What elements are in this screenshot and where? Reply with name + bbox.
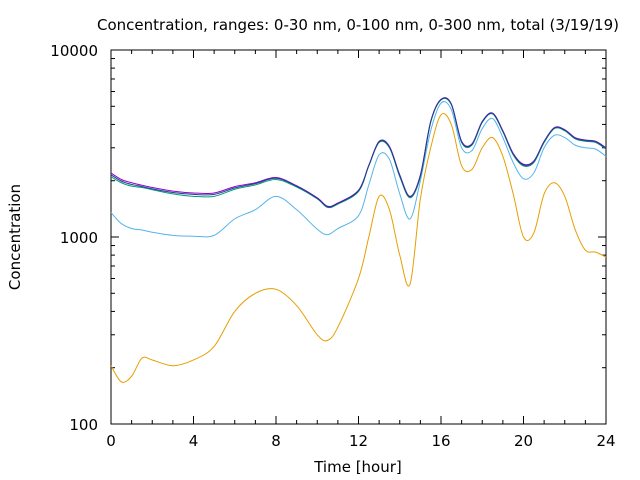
x-tick-label: 12 — [349, 432, 368, 450]
series-line-2 — [110, 101, 607, 238]
x-tick-label: 4 — [189, 432, 199, 450]
x-tick-label: 24 — [596, 432, 615, 450]
x-axis-label: Time [hour] — [313, 458, 402, 476]
y-tick-label: 1000 — [60, 229, 98, 247]
axis-ticks: 0 4 8 12 16 20 24 100 1000 10000 — [50, 42, 615, 450]
x-tick-label: 16 — [431, 432, 450, 450]
y-tick-label: 100 — [69, 416, 98, 434]
y-tick-label: 10000 — [50, 42, 98, 60]
x-tick-label: 8 — [271, 432, 281, 450]
series-lines — [110, 97, 607, 383]
x-tick-label: 20 — [514, 432, 533, 450]
chart-title: Concentration, ranges: 0-30 nm, 0-100 nm… — [97, 16, 619, 34]
series-line-5 — [110, 97, 607, 208]
x-tick-label: 0 — [106, 432, 116, 450]
series-line-1 — [110, 113, 607, 383]
y-axis-label: Concentration — [6, 184, 24, 290]
